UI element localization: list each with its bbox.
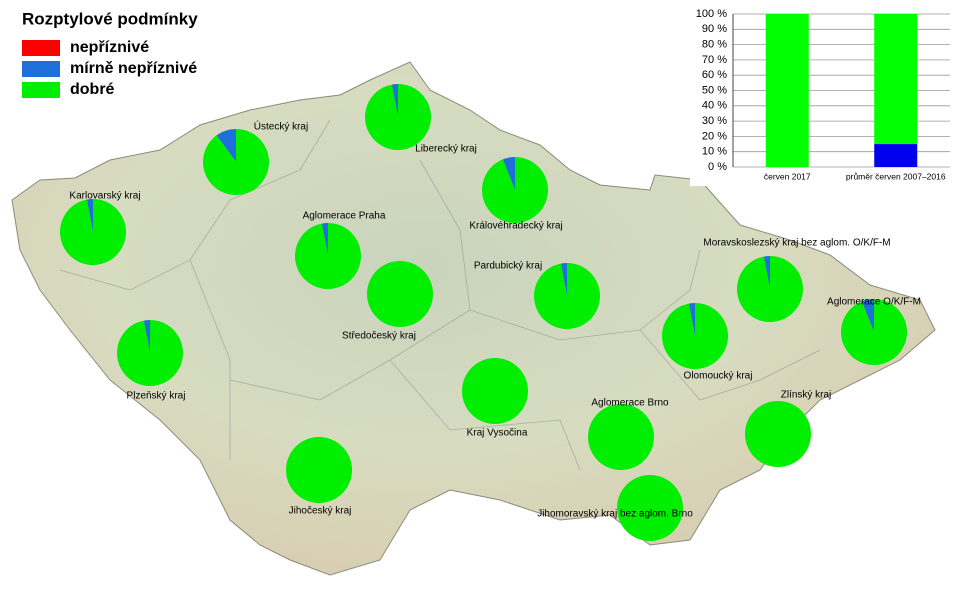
region-label: Moravskoslezský kraj bez aglom. O/K/F-M (703, 238, 890, 249)
y-tick-label: 0 % (708, 161, 727, 173)
region-label: Pardubický kraj (474, 261, 542, 272)
region-label: Karlovarský kraj (69, 191, 140, 202)
y-tick-label: 40 % (702, 100, 727, 112)
pie-slice (588, 404, 654, 470)
pie-slice (617, 475, 683, 541)
pie-slice (365, 84, 432, 150)
pie-slice (841, 299, 907, 365)
pie-slice (203, 129, 270, 195)
y-tick-label: 100 % (696, 8, 727, 20)
region-label: Aglomerace Brno (591, 398, 669, 409)
y-tick-label: 80 % (702, 39, 727, 51)
legend-swatch (22, 82, 60, 98)
region-label: Olomoucký kraj (684, 371, 753, 382)
y-tick-label: 90 % (702, 23, 727, 35)
pie-slice (745, 401, 811, 467)
x-tick-label: průměr červen 2007–2016 (846, 171, 946, 181)
pie-slice (86, 199, 93, 232)
region-label: Středočeský kraj (342, 331, 416, 342)
bar-segment (874, 14, 918, 145)
pie-slice (462, 358, 528, 424)
y-tick-label: 50 % (702, 84, 727, 96)
region-label: Liberecký kraj (415, 144, 477, 155)
bar-chart: 0 % 10 % 20 % 30 % 40 % 50 % 60 % 70 % 80 % 90 % 1… (696, 8, 950, 181)
pie-slice (502, 157, 515, 190)
region-label: Kraj Vysočina (467, 428, 528, 439)
bar-segment (765, 14, 809, 167)
pie-slice (117, 320, 184, 386)
y-tick-label: 70 % (702, 54, 727, 66)
region-borders (59, 119, 821, 471)
pie-slice (143, 320, 150, 353)
pie-slice (286, 437, 352, 503)
pie-slice (688, 303, 695, 336)
pie-slice (60, 199, 127, 265)
region-label: Jihomoravský kraj bez aglom. Brno (537, 509, 693, 520)
y-tick-label: 60 % (702, 69, 727, 81)
y-tick-label: 10 % (702, 146, 727, 158)
pie-slice (534, 263, 601, 329)
region-label: Plzeňský kraj (127, 391, 186, 402)
legend-label: mírně nepříznivé (70, 60, 197, 77)
title: Rozptylové podmínky (22, 9, 198, 28)
region-label: Ústecký kraj (254, 120, 308, 133)
pie-slice (737, 256, 804, 322)
bar-segment (874, 144, 918, 167)
legend-label: dobré (70, 81, 115, 98)
y-tick-label: 30 % (702, 115, 727, 127)
pie-slice (861, 299, 874, 332)
pie-slice (391, 84, 398, 117)
pie-slice (216, 129, 236, 162)
pie-slice (294, 223, 361, 290)
region-label: Královéhradecký kraj (469, 221, 562, 232)
legend-swatch (22, 40, 60, 56)
pie-slice (367, 261, 433, 327)
legend: nepříznivé mírně nepříznivé dobré (22, 39, 197, 98)
pie-slice (560, 263, 567, 296)
y-tick-label: 20 % (702, 130, 727, 142)
legend-label: nepříznivé (70, 39, 149, 56)
region-label: Aglomerace O/K/F-M (827, 297, 921, 308)
region-label: Jihočeský kraj (289, 506, 352, 517)
region-label: Zlínský kraj (781, 390, 832, 401)
pies: Karlovarský kraj Ústecký kraj Liberecký kr… (60, 84, 921, 541)
region-label: Aglomerace Praha (303, 211, 386, 222)
pie-slice (321, 223, 328, 256)
pie-slice (763, 256, 770, 289)
legend-swatch (22, 61, 60, 77)
pie-slice (482, 157, 549, 223)
x-tick-label: červen 2017 (764, 171, 811, 181)
pie-slice (662, 303, 729, 369)
